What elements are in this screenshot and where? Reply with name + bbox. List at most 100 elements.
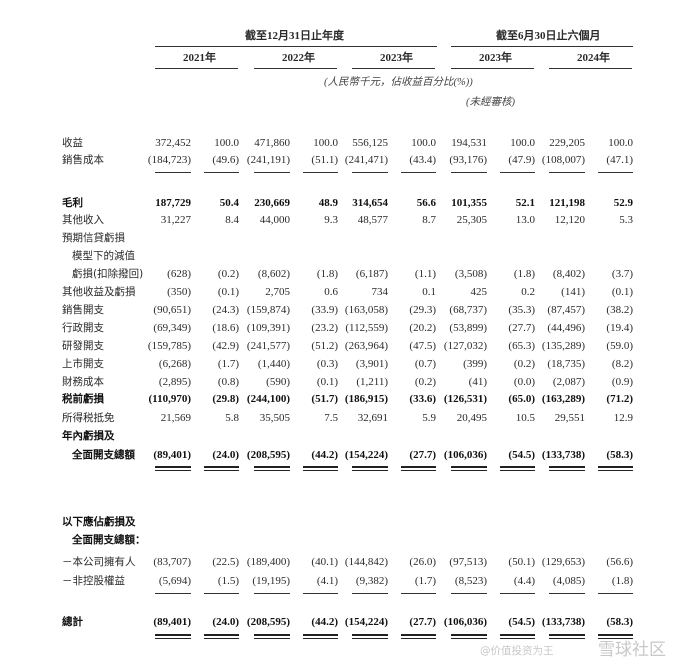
year-header: 2024年 [577,52,610,64]
double-underline [401,466,436,471]
percent-cell: (20.2) [409,322,436,334]
amount-cell: (127,032) [443,340,487,352]
amount-cell: (241,577) [246,340,290,352]
amount-cell: (106,036) [443,616,487,628]
amount-cell: 29,551 [554,412,585,424]
percent-cell: (0.7) [414,358,436,370]
year-header: 2022年 [282,52,315,64]
amount-cell: (6,187) [355,268,388,280]
percent-cell: (42.9) [212,340,239,352]
percent-cell: (1.7) [414,575,436,587]
amount-cell: (3,508) [454,268,487,280]
row-label: 虧損(扣除撥回) [72,268,144,280]
double-underline [549,466,585,471]
year-underline [352,68,435,69]
percent-cell: (22.5) [212,556,239,568]
amount-cell: (135,289) [541,340,585,352]
row-label: 財務成本 [62,376,104,388]
percent-cell: (24.0) [212,616,239,628]
amount-cell: 187,729 [155,197,191,209]
half-year-divider [451,46,633,47]
percent-cell: (33.6) [409,393,436,405]
percent-cell: (35.3) [508,304,535,316]
percent-cell: (0.1) [611,286,633,298]
percent-cell: (29.3) [409,304,436,316]
percent-cell: (65.0) [508,393,535,405]
amount-cell: 12,120 [554,214,585,226]
percent-cell: (0.2) [414,376,436,388]
amount-cell: (3,901) [355,358,388,370]
percent-cell: 5.8 [225,412,239,424]
amount-cell: (19,195) [252,575,290,587]
amount-cell: (186,915) [344,393,388,405]
amount-cell: (83,707) [153,556,191,568]
amount-cell: (129,653) [541,556,585,568]
subtotal-underline [451,172,487,173]
amount-cell: (2,087) [552,376,585,388]
amount-cell: 121,198 [549,197,585,209]
amount-cell: (18,735) [547,358,585,370]
double-underline [303,634,338,639]
percent-cell: (24.0) [212,449,239,461]
percent-cell: (1.8) [316,268,338,280]
full-year-group-header: 截至12月31日止年度 [245,30,344,42]
amount-cell: (93,176) [449,154,487,166]
amount-cell: 314,654 [352,197,388,209]
percent-cell: 100.0 [608,137,633,149]
amount-cell: (69,349) [153,322,191,334]
amount-cell: 229,205 [549,137,585,149]
row-label: 銷售開支 [62,304,104,316]
amount-cell: 32,691 [357,412,388,424]
percent-cell: 5.9 [422,412,436,424]
percent-cell: 10.5 [515,412,535,424]
row-label: 預期信貸虧損 [62,232,125,244]
percent-cell: (56.6) [606,556,633,568]
amount-cell: (133,738) [541,616,585,628]
percent-cell: 13.0 [515,214,535,226]
percent-cell: (26.0) [409,556,436,568]
percent-cell: (43.4) [409,154,436,166]
row-label: 其他收益及虧損 [62,286,136,298]
subtotal-underline [451,593,487,594]
amount-cell: (9,382) [355,575,388,587]
amount-cell: (159,785) [147,340,191,352]
percent-cell: (27.7) [508,322,535,334]
percent-cell: (38.2) [606,304,633,316]
percent-cell: (24.3) [212,304,239,316]
amount-cell: (244,100) [246,393,290,405]
percent-cell: 50.4 [219,197,239,209]
year-header: 2023年 [479,52,512,64]
unit-note: (人民幣千元，佔收益百分比(%)) [324,77,473,88]
subtotal-underline [500,593,535,594]
subtotal-underline [500,172,535,173]
amount-cell: (112,559) [345,322,388,334]
percent-cell: (4.4) [513,575,535,587]
percent-cell: 8.4 [225,214,239,226]
percent-cell: 0.2 [521,286,535,298]
percent-cell: (71.2) [606,393,633,405]
percent-cell: 52.9 [613,197,633,209]
row-label: －本公司擁有人 [62,556,136,568]
amount-cell: 20,495 [456,412,487,424]
amount-cell: 44,000 [259,214,290,226]
subtotal-underline [598,172,633,173]
row-label: 税前虧損 [62,393,104,405]
amount-cell: (90,651) [153,304,191,316]
double-underline [451,634,487,639]
amount-cell: 48,577 [357,214,388,226]
amount-cell: 425 [470,286,488,298]
percent-cell: (0.3) [316,358,338,370]
double-underline [352,634,388,639]
amount-cell: (41) [468,376,487,388]
amount-cell: (208,595) [246,616,290,628]
subtotal-underline [155,593,191,594]
amount-cell: (87,457) [547,304,585,316]
subtotal-underline [254,172,290,173]
percent-cell: (3.7) [611,268,633,280]
percent-cell: 0.1 [422,286,436,298]
year-header: 2021年 [183,52,216,64]
percent-cell: (51.2) [311,340,338,352]
percent-cell: (23.2) [311,322,338,334]
row-label: 模型下的減值 [72,250,135,262]
amount-cell: (8,402) [552,268,585,280]
